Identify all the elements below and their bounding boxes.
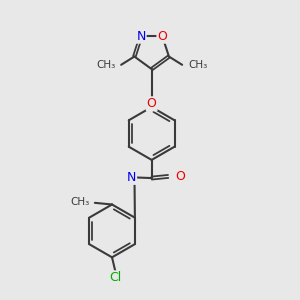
Text: O: O [176, 170, 185, 183]
Text: CH₃: CH₃ [188, 60, 207, 70]
Text: CH₃: CH₃ [96, 60, 115, 70]
Text: CH₃: CH₃ [70, 197, 90, 207]
Text: N: N [136, 30, 146, 43]
Text: Cl: Cl [109, 271, 122, 284]
Text: N: N [127, 171, 136, 184]
Text: H: H [124, 172, 133, 182]
Text: O: O [158, 30, 167, 43]
Text: O: O [147, 97, 157, 110]
